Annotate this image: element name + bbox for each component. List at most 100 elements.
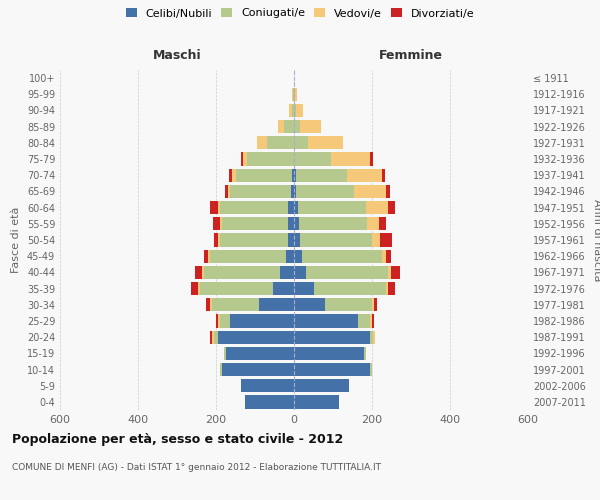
Bar — [294, 104, 296, 117]
Legend: Celibi/Nubili, Coniugati/e, Vedovi/e, Divorziati/e: Celibi/Nubili, Coniugati/e, Vedovi/e, Di… — [125, 8, 475, 18]
Bar — [294, 201, 298, 214]
Bar — [299, 217, 367, 230]
Bar — [224, 185, 229, 198]
Bar — [294, 298, 325, 312]
Text: COMUNE DI MENFI (AG) - Dati ISTAT 1° gennaio 2012 - Elaborazione TUTTITALIA.IT: COMUNE DI MENFI (AG) - Dati ISTAT 1° gen… — [12, 462, 381, 471]
Bar — [374, 298, 377, 312]
Bar — [294, 250, 302, 263]
Bar — [247, 152, 294, 166]
Bar — [229, 185, 230, 198]
Bar — [289, 104, 292, 117]
Bar — [379, 217, 386, 230]
Bar — [298, 201, 366, 214]
Bar — [364, 346, 366, 360]
Bar — [294, 379, 349, 392]
Bar — [266, 136, 294, 149]
Bar — [367, 217, 379, 230]
Bar — [386, 185, 389, 198]
Bar — [212, 298, 259, 312]
Bar — [210, 330, 212, 344]
Bar — [210, 250, 286, 263]
Bar — [272, 282, 294, 295]
Bar — [347, 168, 382, 182]
Bar — [388, 266, 391, 279]
Bar — [218, 314, 220, 328]
Bar — [388, 282, 395, 295]
Bar — [292, 88, 293, 101]
Bar — [391, 266, 400, 279]
Bar — [294, 120, 300, 134]
Bar — [325, 298, 372, 312]
Bar — [214, 234, 218, 246]
Bar — [220, 363, 222, 376]
Bar — [214, 330, 218, 344]
Bar — [306, 266, 388, 279]
Bar — [331, 152, 370, 166]
Bar — [288, 234, 294, 246]
Bar — [210, 298, 212, 312]
Bar — [355, 185, 386, 198]
Bar — [308, 136, 343, 149]
Bar — [216, 314, 218, 328]
Bar — [229, 168, 232, 182]
Bar — [199, 282, 200, 295]
Bar — [294, 266, 306, 279]
Bar — [382, 168, 385, 182]
Bar — [257, 136, 266, 149]
Bar — [294, 88, 295, 101]
Y-axis label: Anni di nascita: Anni di nascita — [592, 198, 600, 281]
Bar — [194, 266, 202, 279]
Bar — [314, 282, 386, 295]
Bar — [241, 379, 294, 392]
Bar — [294, 217, 299, 230]
Bar — [204, 250, 208, 263]
Bar — [220, 234, 288, 246]
Bar — [296, 185, 355, 198]
Bar — [210, 201, 218, 214]
Bar — [230, 314, 294, 328]
Bar — [218, 234, 220, 246]
Bar — [293, 88, 294, 101]
Bar — [204, 266, 280, 279]
Bar — [294, 330, 370, 344]
Bar — [370, 152, 373, 166]
Bar — [294, 396, 339, 408]
Bar — [366, 201, 388, 214]
Bar — [220, 217, 222, 230]
Bar — [294, 168, 296, 182]
Bar — [386, 282, 388, 295]
Text: Popolazione per età, sesso e stato civile - 2012: Popolazione per età, sesso e stato civil… — [12, 432, 343, 446]
Bar — [370, 363, 372, 376]
Bar — [232, 168, 235, 182]
Bar — [191, 282, 199, 295]
Bar — [212, 330, 214, 344]
Bar — [370, 314, 372, 328]
Bar — [224, 346, 226, 360]
Bar — [373, 330, 375, 344]
Bar — [208, 250, 210, 263]
Bar — [370, 330, 373, 344]
Bar — [388, 201, 395, 214]
Bar — [294, 152, 331, 166]
Bar — [291, 185, 294, 198]
Bar — [382, 250, 386, 263]
Bar — [213, 217, 220, 230]
Bar — [294, 136, 308, 149]
Bar — [296, 104, 303, 117]
Bar — [372, 298, 374, 312]
Bar — [372, 314, 374, 328]
Bar — [292, 104, 294, 117]
Bar — [292, 168, 294, 182]
Bar — [294, 185, 296, 198]
Bar — [278, 120, 284, 134]
Bar — [372, 234, 380, 246]
Bar — [202, 266, 204, 279]
Bar — [294, 234, 300, 246]
Bar — [206, 298, 210, 312]
Y-axis label: Fasce di età: Fasce di età — [11, 207, 21, 273]
Bar — [245, 396, 294, 408]
Bar — [302, 250, 382, 263]
Bar — [259, 298, 294, 312]
Bar — [380, 234, 392, 246]
Bar — [296, 168, 347, 182]
